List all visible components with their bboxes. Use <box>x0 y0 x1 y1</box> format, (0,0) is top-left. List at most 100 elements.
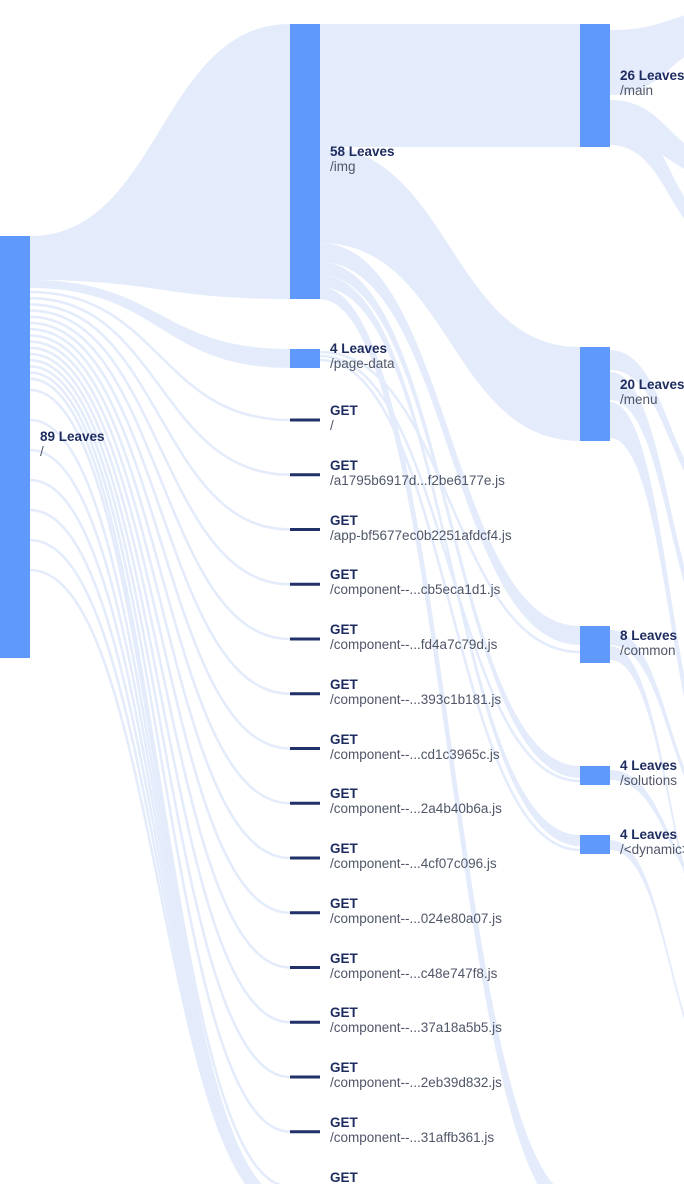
flow-img-offscreen-5 <box>319 296 541 1184</box>
request-label-path: /component--...4cf07c096.js <box>330 856 497 871</box>
flow-root-to-request-10 <box>29 352 291 969</box>
node-right-bar-4[interactable] <box>580 835 610 854</box>
request-label: GET / <box>330 403 358 433</box>
flow-root-to-request-0 <box>29 290 291 422</box>
node-right-bar-2[interactable] <box>580 626 610 663</box>
flow-outgoing-9 <box>610 840 684 1019</box>
flow-root-to-request-13 <box>29 371 291 1134</box>
request-label: GET/component--...024e80a07.js <box>330 896 502 926</box>
request-label-title: GET <box>330 677 358 692</box>
request-label-title: GET <box>330 732 358 747</box>
flow-root-offscreen-6 <box>29 568 249 1184</box>
flow-root-to-request-2 <box>29 303 291 531</box>
request-label-title: GET <box>330 951 358 966</box>
flow-root-to-request-9 <box>29 346 291 915</box>
flow-page-data-to-common <box>319 350 581 654</box>
request-label-path: /a1795b6917d...f2be6177e.js <box>330 473 505 488</box>
request-label: GET/component--...393c1b181.js <box>330 677 501 707</box>
request-label-title: GET <box>330 1005 358 1020</box>
request-label: GET/app-bf5677ec0b2251afdcf4.js <box>330 513 512 543</box>
request-label-path: /component--...024e80a07.js <box>330 911 502 926</box>
flow-root-offscreen-4 <box>29 508 254 1184</box>
node-right-label-1-title: 20 Leaves <box>620 377 684 392</box>
node-root-label-title: 89 Leaves <box>40 429 105 444</box>
request-label-path: /component--...31affb361.js <box>330 1130 495 1145</box>
node-root-label: 89 Leaves / <box>40 429 105 459</box>
node-root-label-path: / <box>40 444 44 459</box>
node-right-bar-1[interactable] <box>580 347 610 441</box>
request-leaf-marker[interactable] <box>290 856 320 860</box>
node-img-bar[interactable] <box>290 24 320 299</box>
request-label-path: /component--...cd1c3965c.js <box>330 747 500 762</box>
flow-root-offscreen-2 <box>29 448 258 1184</box>
node-right-label-2-path: /common <box>620 643 676 658</box>
request-label-title: GET <box>330 403 358 418</box>
node-right-bar-3[interactable] <box>580 766 610 785</box>
request-label-title: GET <box>330 1060 358 1075</box>
flow-root-to-request-12 <box>29 365 291 1079</box>
flow-root-to-page-data <box>30 280 290 368</box>
flow-root-to-request-14 <box>29 377 284 1184</box>
request-label-path: / <box>330 418 334 433</box>
flow-root-to-request-6 <box>29 327 291 750</box>
request-leaf-marker[interactable] <box>290 692 320 696</box>
request-label-title: GET <box>330 567 358 582</box>
request-label-title: GET <box>330 622 358 637</box>
request-label: GET/component--...31affb361.js <box>330 1115 494 1145</box>
node-right-label-0-path: /main <box>620 83 654 98</box>
node-root-bar[interactable] <box>0 236 30 658</box>
request-label-title: GET <box>330 458 358 473</box>
node-right-bar-0[interactable] <box>580 24 610 147</box>
request-label-title: GET <box>330 1170 358 1185</box>
request-label-title: GET <box>330 786 358 801</box>
flow-page-data-to-solutions <box>319 354 581 783</box>
request-label: GET/component--...fd4a7c79d.js <box>330 622 497 652</box>
flow-root-offscreen-0 <box>29 388 263 1184</box>
request-label: GET/component--...2eb39d832.js <box>330 1060 502 1090</box>
flow-img-to-solutions <box>320 262 580 778</box>
request-leaf-marker[interactable] <box>290 911 320 915</box>
flow-outgoing-4 <box>610 372 684 583</box>
node-img-label: 58 Leaves/img <box>330 144 395 174</box>
node-right-label-1: 20 Leaves/menu <box>620 377 684 407</box>
node-right-label-4: 4 Leaves/<dynamic> <box>620 827 684 857</box>
node-right-label-2: 8 Leaves/common <box>620 628 677 658</box>
node-right-label-0-title: 26 Leaves <box>620 68 684 83</box>
request-leaf-marker[interactable] <box>290 1020 320 1024</box>
flow-outgoing-3 <box>610 350 684 471</box>
request-label-path: /component--...37a18a5b5.js <box>330 1020 502 1035</box>
node-right-label-3-path: /solutions <box>620 773 678 788</box>
request-leaf-marker[interactable] <box>290 637 320 641</box>
request-label-path: /component--...c48e747f8.js <box>330 966 498 981</box>
request-leaf-marker[interactable] <box>290 582 320 586</box>
flow-img-to-menu <box>320 147 580 441</box>
request-leaf-marker[interactable] <box>290 473 320 477</box>
flow-root-to-request-1 <box>29 296 291 477</box>
node-right-label-0: 26 Leaves/main <box>620 68 684 98</box>
request-label-path: /component--...fd4a7c79d.js <box>330 637 498 652</box>
request-leaf-marker[interactable] <box>290 801 320 805</box>
flow-img-to-main <box>320 24 580 147</box>
node-right-label-1-path: /menu <box>620 392 658 407</box>
request-leaf-marker[interactable] <box>290 528 320 531</box>
node-page-data-bar[interactable] <box>290 349 320 368</box>
request-label-path: /component--...2eb39d832.js <box>330 1075 502 1090</box>
request-leaf-marker[interactable] <box>290 747 320 750</box>
flow-root-to-request-7 <box>29 334 291 805</box>
node-page-data-label-title: 4 Leaves <box>330 341 388 356</box>
request-label-title: GET <box>330 896 358 911</box>
flow-outgoing-5 <box>610 402 684 697</box>
node-right-label-4-path: /<dynamic> <box>620 842 684 857</box>
request-label: GET/component--...37a18a5b5.js <box>330 1005 502 1035</box>
request-label: GET/component--...2a4b40b6a.js <box>330 786 502 816</box>
flow-img-to-common <box>320 243 580 645</box>
request-leaf-marker[interactable] <box>290 1130 320 1134</box>
request-label: GET/component--...cd1c3965c.js <box>330 732 500 762</box>
node-img-label-title: 58 Leaves <box>330 144 395 159</box>
request-leaf-marker[interactable] <box>290 966 320 969</box>
request-leaf-marker[interactable] <box>290 1075 320 1079</box>
request-label: GET/a1795b6917d...f2be6177e.js <box>330 458 505 488</box>
request-leaf-marker[interactable] <box>290 418 320 422</box>
request-label-title: GET <box>330 841 358 856</box>
